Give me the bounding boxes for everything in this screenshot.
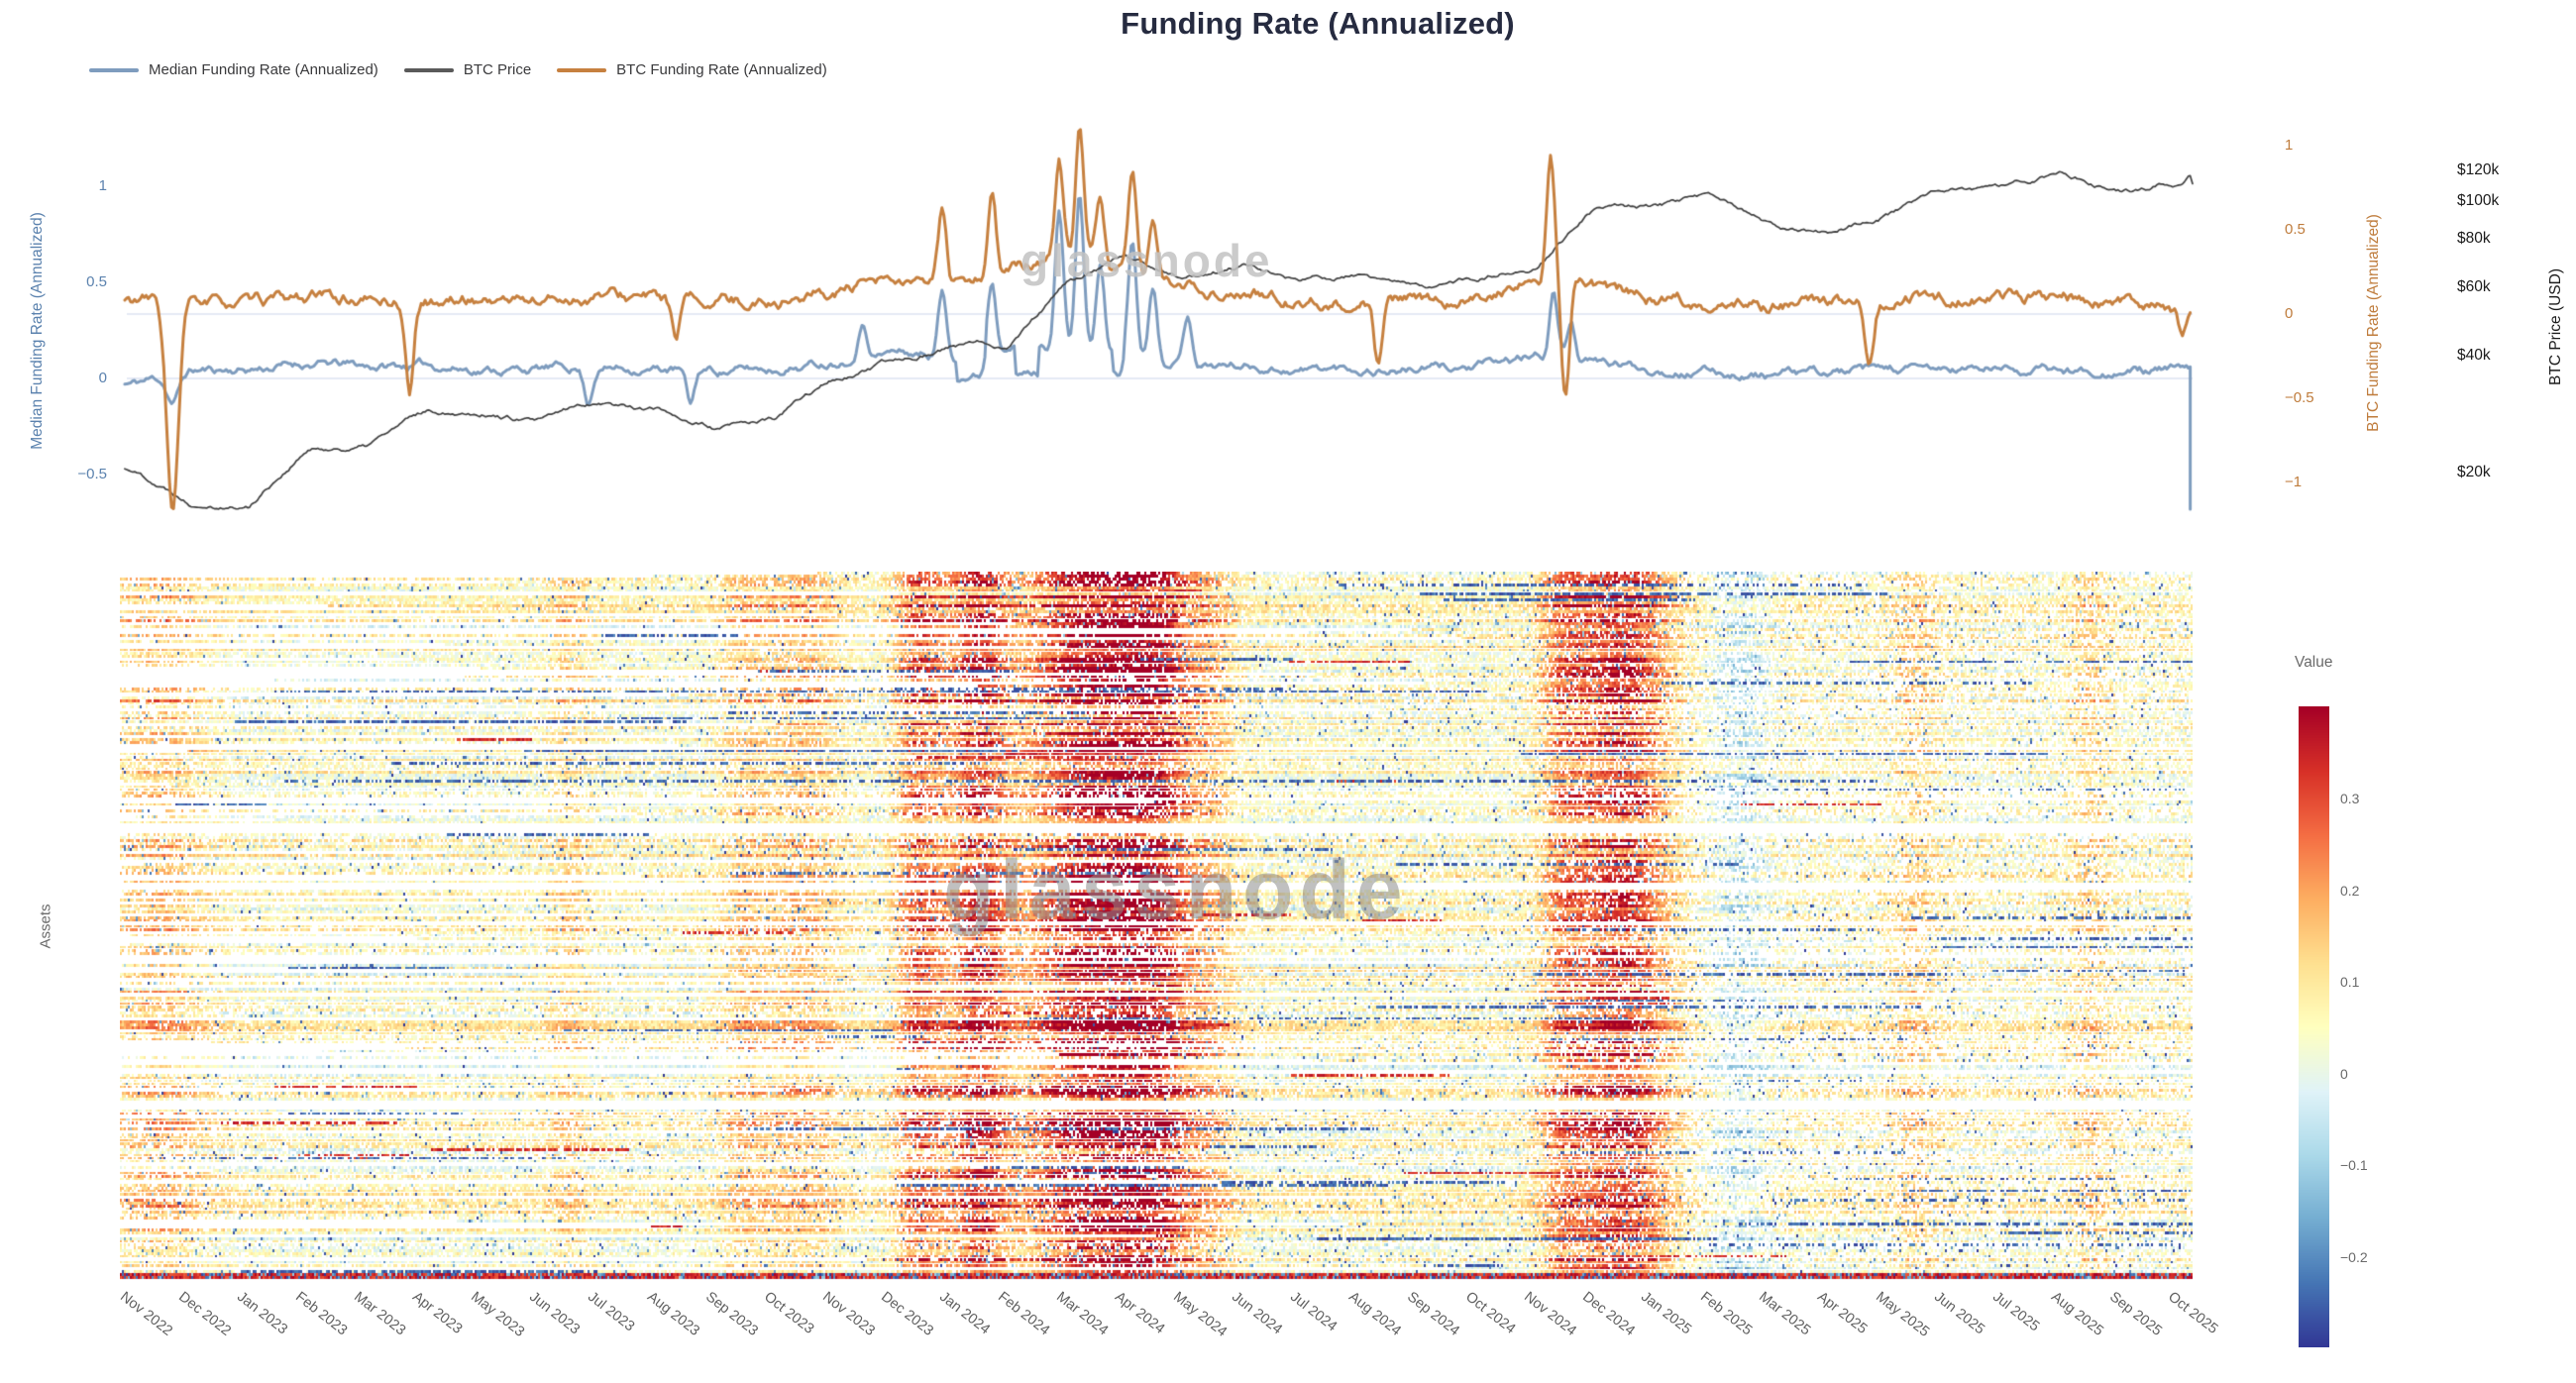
- legend-label: BTC Funding Rate (Annualized): [616, 61, 827, 78]
- legend-label: BTC Price: [463, 61, 532, 78]
- btc-funding-line-swatch-icon: [557, 67, 607, 72]
- date-axis-tick: Apr 2024: [1112, 1289, 1168, 1337]
- date-axis-tick: Jan 2024: [935, 1289, 993, 1338]
- heatmap-y-axis-title: Assets: [37, 904, 54, 949]
- date-axis-tick: Oct 2023: [760, 1289, 816, 1337]
- date-axis-tick: Mar 2025: [1755, 1289, 1813, 1339]
- left-axis-tick: −0.5: [77, 466, 107, 482]
- left-axis-title: Median Funding Rate (Annualized): [29, 212, 46, 450]
- colorbar-tick: 0.1: [2340, 974, 2360, 991]
- colorbar-tick: 0.3: [2340, 791, 2360, 807]
- median-funding-line-swatch-icon: [89, 67, 139, 72]
- glassnode-watermark: glassnode: [1020, 235, 1273, 286]
- price-axis-tick: $100k: [2457, 192, 2500, 209]
- date-axis-tick: Feb 2025: [1696, 1289, 1755, 1339]
- glassnode-watermark: glassnode: [943, 843, 1409, 936]
- date-axis-tick: Jun 2024: [1229, 1289, 1286, 1338]
- left-axis-tick: 1: [98, 177, 107, 194]
- date-axis-tick: Dec 2024: [1579, 1289, 1639, 1339]
- legend-item-btc-price[interactable]: BTC Price: [403, 61, 532, 78]
- date-axis-tick: Apr 2023: [409, 1289, 466, 1337]
- date-axis-tick: Feb 2023: [292, 1289, 351, 1339]
- price-axis-tick: $80k: [2457, 229, 2491, 247]
- price-axis-tick: $60k: [2457, 277, 2491, 295]
- colorbar-tick: 0.2: [2340, 882, 2360, 899]
- date-axis-tick: Jan 2023: [234, 1289, 291, 1338]
- legend: Median Funding Rate (Annualized) BTC Pri…: [89, 61, 827, 78]
- colorbar-title: Value: [2295, 654, 2333, 671]
- left-axis-tick: 0: [98, 370, 107, 386]
- date-axis-tick: May 2023: [468, 1289, 528, 1340]
- date-axis-tick: May 2024: [1170, 1289, 1231, 1340]
- price-axis-tick: $40k: [2457, 346, 2491, 364]
- assets-funding-heatmap[interactable]: [120, 572, 2193, 1281]
- date-axis-tick: Nov 2024: [1521, 1289, 1580, 1339]
- date-axis-tick: Jul 2024: [1287, 1289, 1341, 1335]
- right-axis-tick: 0.5: [2285, 221, 2306, 238]
- date-axis-tick: Jul 2025: [1988, 1289, 2043, 1335]
- date-axis-tick: Jun 2025: [1930, 1289, 1987, 1338]
- date-axis-tick: Aug 2023: [643, 1289, 702, 1339]
- date-axis-tick: Nov 2023: [818, 1289, 878, 1339]
- date-axis-tick: Mar 2024: [1053, 1289, 1112, 1339]
- price-axis-tick: $20k: [2457, 463, 2491, 480]
- date-axis-tick: Oct 2024: [1462, 1289, 1519, 1337]
- page-title: Funding Rate (Annualized): [1121, 6, 1515, 41]
- right-axis-tick: −0.5: [2285, 389, 2314, 406]
- date-axis-tick: Feb 2024: [994, 1289, 1053, 1339]
- date-axis-tick: Jun 2023: [526, 1289, 584, 1338]
- price-axis-title: BTC Price (USD): [2547, 268, 2564, 385]
- colorbar-tick: 0: [2340, 1065, 2348, 1082]
- right-axis-tick: 0: [2285, 305, 2294, 322]
- date-axis-tick: Jan 2025: [1638, 1289, 1695, 1338]
- price-axis-tick: $120k: [2457, 160, 2500, 178]
- date-axis-tick: Apr 2025: [1813, 1289, 1871, 1337]
- legend-item-median-funding[interactable]: Median Funding Rate (Annualized): [89, 61, 378, 78]
- colorbar-tick: −0.1: [2340, 1157, 2368, 1174]
- left-axis-tick: 0.5: [86, 273, 107, 290]
- date-axis-tick: Nov 2022: [117, 1289, 175, 1339]
- date-axis-tick: Dec 2022: [175, 1289, 234, 1339]
- date-axis-tick: Oct 2025: [2165, 1289, 2221, 1337]
- date-axis-tick: Mar 2023: [351, 1289, 409, 1339]
- date-axis-tick: Sep 2023: [701, 1289, 761, 1339]
- right-axis-tick: 1: [2285, 137, 2294, 154]
- legend-item-btc-funding[interactable]: BTC Funding Rate (Annualized): [557, 61, 827, 78]
- legend-label: Median Funding Rate (Annualized): [149, 61, 378, 78]
- right-axis-title: BTC Funding Rate (Annualized): [2365, 214, 2382, 432]
- funding-rate-line-chart[interactable]: [0, 99, 2576, 555]
- date-axis-tick: Dec 2023: [877, 1289, 936, 1339]
- date-axis-tick: Aug 2025: [2048, 1289, 2106, 1339]
- date-axis-tick: Aug 2024: [1345, 1289, 1405, 1339]
- colorbar-tick: −0.2: [2340, 1248, 2368, 1265]
- right-axis-tick: −1: [2285, 474, 2303, 490]
- date-axis-tick: Jul 2023: [585, 1289, 638, 1335]
- date-axis-tick: May 2025: [1872, 1289, 1932, 1340]
- date-axis-tick: Sep 2024: [1404, 1289, 1463, 1339]
- date-axis-tick: Sep 2025: [2106, 1289, 2165, 1339]
- colorbar-gradient: [2299, 706, 2329, 1347]
- btc-price-line-swatch-icon: [403, 67, 454, 72]
